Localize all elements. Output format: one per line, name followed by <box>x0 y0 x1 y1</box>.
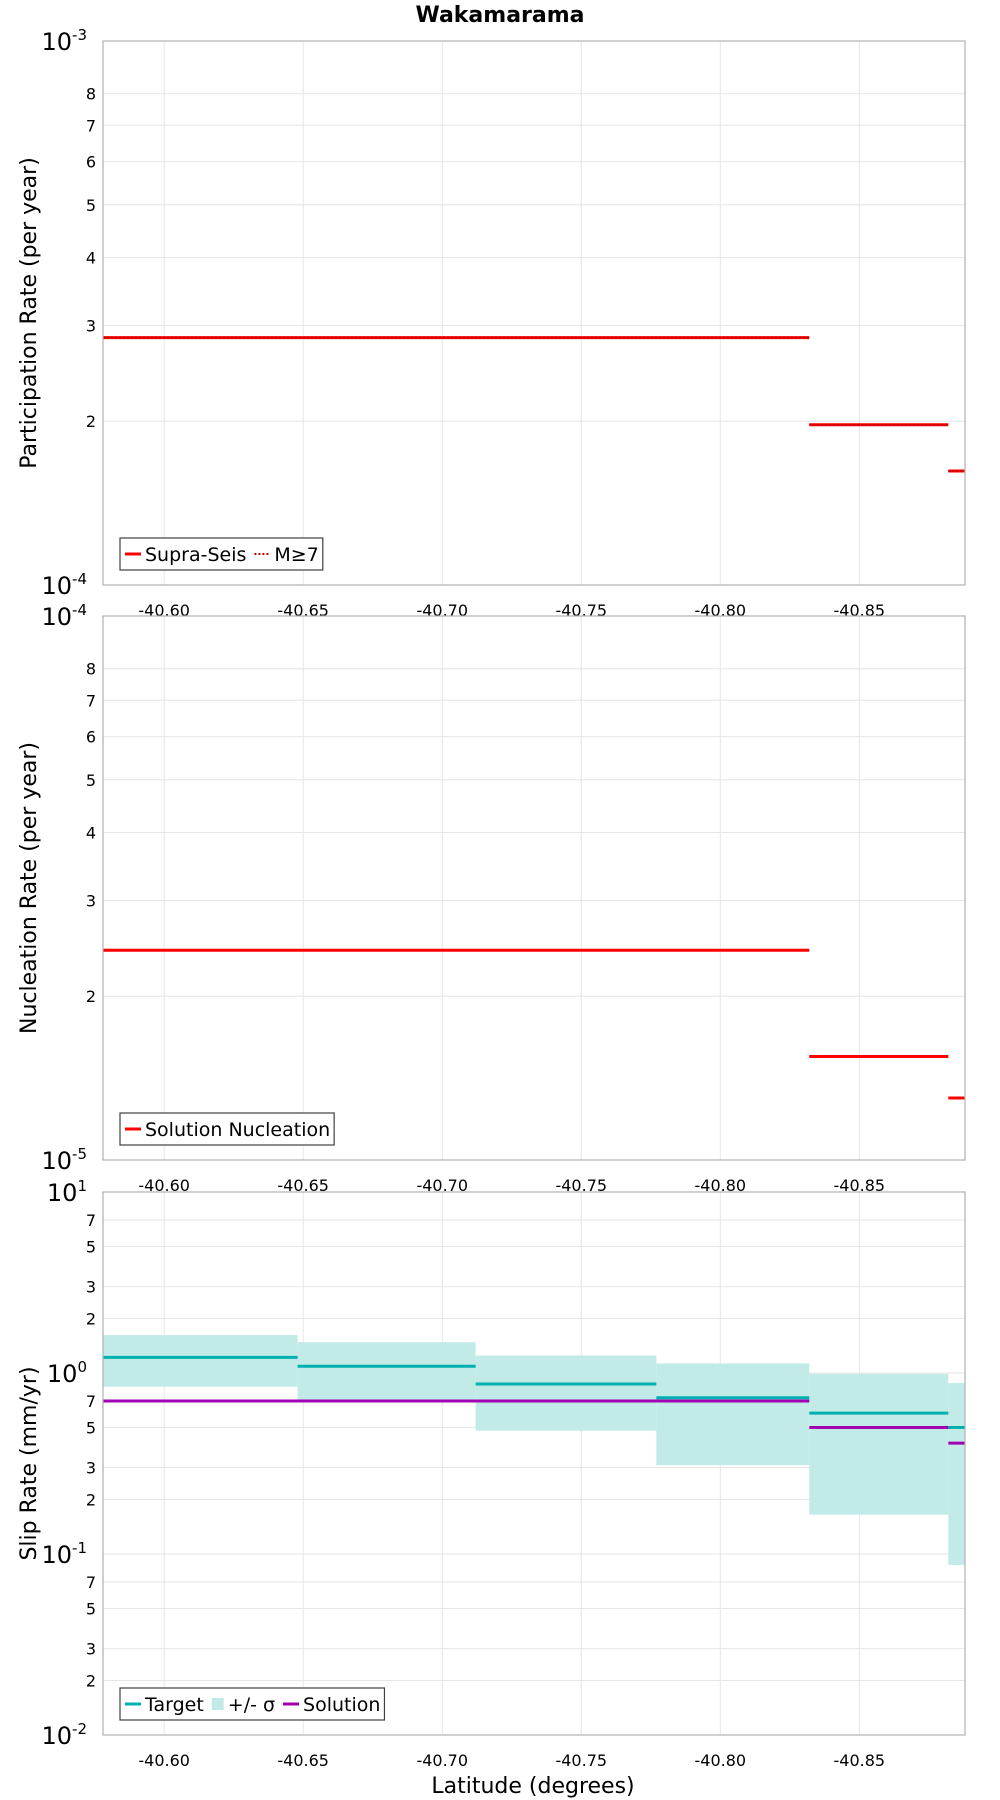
chart-panels: 2 3 4 5 6 7 8 10-4 10-3 -40.60 -40.65 -40.70 -40.75 -… <box>17 26 966 1770</box>
legend-box <box>119 537 324 571</box>
legend: Solution Nucleation <box>119 1112 335 1146</box>
y-tick-label: 7 <box>86 1573 96 1592</box>
x-tick-label: -40.70 <box>416 1751 468 1770</box>
y-tick-label: 4 <box>86 248 96 267</box>
y-tick-label: 5 <box>86 771 96 790</box>
y-tick-label-major: 10-5 <box>41 1145 87 1175</box>
y-tick-label: 3 <box>86 1459 96 1478</box>
panel-2: 2 3 4 5 6 7 8 10-5 10-4 -40.60 -40.65 -40.70 -40.75 -… <box>17 601 966 1195</box>
series-solution <box>103 1399 965 1445</box>
x-axis-label: Latitude (degrees) <box>431 1774 634 1799</box>
sigma-band-segment <box>809 1373 949 1515</box>
x-tick-label: -40.65 <box>277 601 329 620</box>
y-tick-label: 3 <box>86 1640 96 1659</box>
legend-swatch <box>211 1698 224 1710</box>
legend-label: Target <box>144 1694 204 1716</box>
x-tick-label: -40.70 <box>416 1176 468 1195</box>
y-tick-label: 8 <box>86 660 96 679</box>
legend-label: Solution Nucleation <box>145 1119 330 1141</box>
sigma-band-segment <box>103 1335 298 1387</box>
y-tick-label: 4 <box>86 823 96 842</box>
panel-1: 2 3 4 5 6 7 8 10-4 10-3 -40.60 -40.65 -40.70 -40.75 -… <box>17 26 966 620</box>
plot-frame <box>102 1191 966 1736</box>
series-target <box>103 1355 965 1429</box>
y-tick-label: 5 <box>86 1418 96 1437</box>
y-tick-label: 3 <box>86 316 96 335</box>
plot-frame <box>102 40 966 586</box>
legend-label: +/- σ <box>228 1694 275 1716</box>
x-tick-label: -40.80 <box>695 601 747 620</box>
x-tick-label: -40.60 <box>138 601 190 620</box>
x-tick-label: -40.60 <box>138 1176 190 1195</box>
y-tick-label: 7 <box>86 1211 96 1230</box>
legend-label: Solution <box>303 1694 380 1716</box>
y-tick-label-major: 10-2 <box>41 1720 87 1750</box>
x-tick-label: -40.80 <box>695 1176 747 1195</box>
x-tick-label: -40.65 <box>277 1751 329 1770</box>
y-tick-label: 5 <box>86 1237 96 1256</box>
x-tick-label: -40.75 <box>555 601 607 620</box>
y-tick-label-major: 101 <box>47 1177 87 1207</box>
y-tick-label: 5 <box>86 1599 96 1618</box>
y-tick-label: 2 <box>86 412 96 431</box>
y-tick-label: 5 <box>86 196 96 215</box>
y-tick-label: 2 <box>86 1310 96 1329</box>
chart-title: Wakamarama <box>415 3 584 28</box>
y-axis-label: Participation Rate (per year) <box>17 157 42 469</box>
sigma-band-segment <box>656 1363 810 1466</box>
y-tick-label: 2 <box>86 1491 96 1510</box>
x-tick-label: -40.65 <box>277 1176 329 1195</box>
y-tick-label: 6 <box>86 728 96 747</box>
series-m-7 <box>103 336 965 473</box>
legend-label: Supra-Seis <box>145 544 246 566</box>
legend-box <box>119 1112 335 1146</box>
y-tick-label: 7 <box>86 1392 96 1411</box>
y-tick-label: 7 <box>86 691 96 710</box>
series-solution-nucleation <box>103 948 965 1100</box>
legend: Supra-Seis M≥7 <box>119 537 324 571</box>
y-tick-label: 2 <box>86 1672 96 1691</box>
x-tick-label: -40.70 <box>416 601 468 620</box>
sigma-band-segment <box>297 1342 476 1402</box>
y-tick-label: 6 <box>86 153 96 172</box>
y-tick-label: 2 <box>86 987 96 1006</box>
plot-frame <box>102 615 966 1161</box>
y-tick-label-major: 10-4 <box>41 570 87 600</box>
x-tick-label: -40.75 <box>555 1176 607 1195</box>
legend: Target +/- σ Solution <box>119 1687 386 1721</box>
series-supra-seis <box>103 336 965 473</box>
panel-3: 2 3 5 7 2 3 5 7 2 3 5 7 10-2 10-1 100 101 -40.60 -40.65 -4… <box>17 1177 966 1770</box>
sigma-band-segment <box>948 1383 965 1565</box>
y-tick-label-major: 10-4 <box>41 601 87 631</box>
y-tick-label: 8 <box>86 85 96 104</box>
legend-label: M≥7 <box>274 544 318 566</box>
x-tick-label: -40.75 <box>555 1751 607 1770</box>
x-tick-label: -40.80 <box>695 1751 747 1770</box>
sigma-band-segment <box>475 1355 657 1431</box>
x-tick-label: -40.85 <box>834 1751 886 1770</box>
y-tick-label-major: 10-3 <box>41 26 87 56</box>
y-tick-label: 3 <box>86 891 96 910</box>
y-tick-label-major: 10-1 <box>41 1539 87 1569</box>
y-tick-label-major: 100 <box>47 1358 87 1388</box>
x-tick-label: -40.85 <box>834 1176 886 1195</box>
x-tick-label: -40.60 <box>138 1751 190 1770</box>
y-axis-label: Slip Rate (mm/yr) <box>17 1366 42 1560</box>
y-axis-label: Nucleation Rate (per year) <box>17 742 42 1034</box>
x-tick-label: -40.85 <box>834 601 886 620</box>
legend-box <box>119 1687 386 1721</box>
y-tick-label: 3 <box>86 1278 96 1297</box>
y-tick-label: 7 <box>86 116 96 135</box>
